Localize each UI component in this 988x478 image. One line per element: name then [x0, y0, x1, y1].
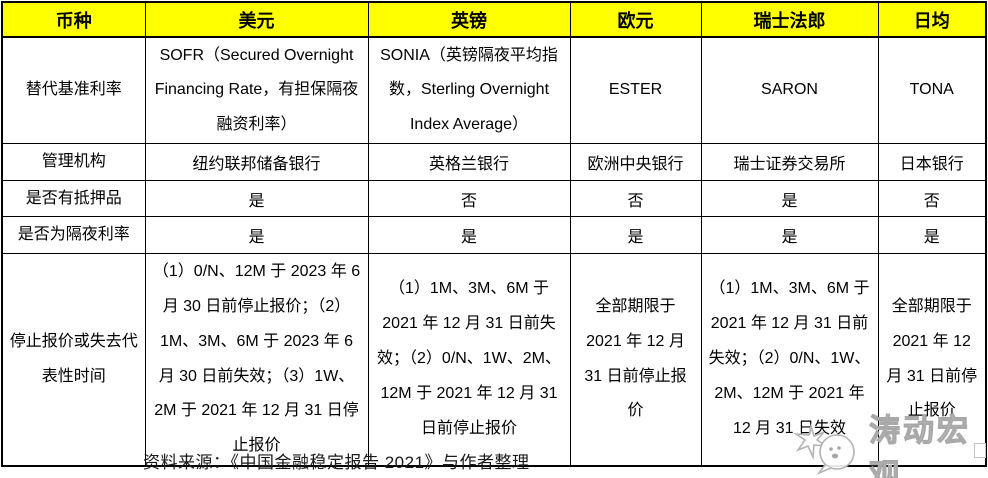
table-cell: 是 [700, 179, 879, 218]
table-cell: 日本银行 [877, 143, 987, 181]
table-cell: SARON [700, 36, 879, 145]
row-admin-institution: 管理机构 纽约联邦储备银行 英格兰银行 欧洲中央银行 瑞士证券交易所 日本银行 [1, 143, 987, 181]
table-cell: ESTER [569, 36, 702, 145]
row-benchmark-rate: 替代基准利率 SOFR（Secured Overnight Financing … [1, 36, 987, 145]
table-cell: 瑞士证券交易所 [700, 143, 879, 181]
col-header-jpy: 日均 [877, 1, 987, 38]
col-header-usd: 美元 [144, 1, 369, 38]
col-header-chf: 瑞士法郎 [700, 1, 879, 38]
table-cell: （1）0/N、12M 于 2023 年 6 月 30 日前停止报价；（2）1M、… [144, 252, 369, 467]
col-header-currency: 币种 [1, 1, 146, 38]
table-cell: （1）1M、3M、6M 于 2021 年 12 月 31 日前失效；（2）0/N… [700, 252, 879, 467]
row-label: 替代基准利率 [1, 36, 146, 145]
table-cell: 全部期限于 2021 年 12 月 31 日前停止报价 [877, 252, 987, 467]
table-cell: 否 [569, 179, 702, 218]
table-cell: （1）1M、3M、6M 于 2021 年 12 月 31 日前失效；（2）0/N… [367, 252, 571, 467]
table-cell: TONA [877, 36, 987, 145]
col-header-eur: 欧元 [569, 1, 702, 38]
header-row: 币种 美元 英镑 欧元 瑞士法郎 日均 [1, 1, 987, 38]
table-cell: 英格兰银行 [367, 143, 571, 181]
table-cell: SONIA（英镑隔夜平均指数，Sterling Overnight Index … [367, 36, 571, 145]
source-caption: 资料来源：《中国金融稳定报告 2021》与作者整理 [143, 453, 530, 472]
table-cell: 全部期限于 2021 年 12 月 31 日前停止报价 [569, 252, 702, 467]
table-cell: 是 [367, 216, 571, 254]
table-cell: 是 [144, 179, 369, 218]
row-cease-quotation-time: 停止报价或失去代表性时间 （1）0/N、12M 于 2023 年 6 月 30 … [1, 252, 987, 467]
col-header-gbp: 英镑 [367, 1, 571, 38]
watermark-square [974, 443, 986, 458]
row-label: 是否有抵押品 [1, 179, 146, 218]
table-cell: 是 [144, 216, 369, 254]
table-cell: 是 [700, 216, 879, 254]
table-cell: 是 [877, 216, 987, 254]
table-cell: SOFR（Secured Overnight Financing Rate，有担… [144, 36, 369, 145]
table-cell: 否 [877, 179, 987, 218]
row-is-overnight-rate: 是否为隔夜利率 是 是 是 是 是 [1, 216, 987, 254]
table-cell: 欧洲中央银行 [569, 143, 702, 181]
row-label: 停止报价或失去代表性时间 [1, 252, 146, 467]
row-label: 是否为隔夜利率 [1, 216, 146, 254]
table-cell: 是 [569, 216, 702, 254]
row-has-collateral: 是否有抵押品 是 否 否 是 否 [1, 179, 987, 218]
table-cell: 纽约联邦储备银行 [144, 143, 369, 181]
benchmark-rates-table: 币种 美元 英镑 欧元 瑞士法郎 日均 替代基准利率 SOFR（Secured … [1, 1, 987, 468]
table-cell: 否 [367, 179, 571, 218]
row-label: 管理机构 [1, 143, 146, 181]
